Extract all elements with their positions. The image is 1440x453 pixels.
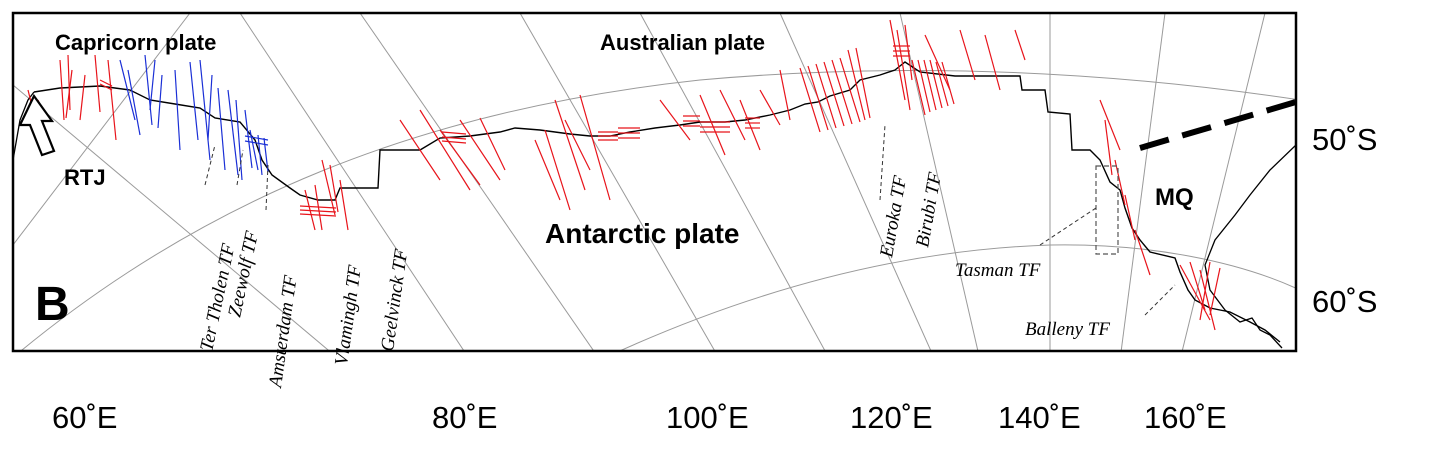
- longitude-label-120e: 120˚E: [850, 400, 933, 435]
- tf-label-euroka: Euroka TF: [876, 174, 911, 260]
- rtj-arrow-icon: [18, 93, 56, 157]
- tf-label-balleny: Balleny TF: [1025, 319, 1110, 340]
- latitude-axis: 50˚S 60˚S: [1312, 122, 1377, 319]
- longitude-label-160e: 160˚E: [1144, 400, 1227, 435]
- rtj-label: RTJ: [64, 165, 106, 190]
- mq-label: MQ: [1155, 184, 1194, 211]
- tf-label-birubi: Birubi TF: [912, 170, 946, 248]
- latitude-label-50s: 50˚S: [1312, 122, 1377, 157]
- meridian-line-c: [239, 13, 465, 351]
- longitude-label-100e: 100˚E: [666, 400, 749, 435]
- antarctic-plate-label: Antarctic plate: [545, 218, 740, 249]
- red-magnetic-segments: [27, 19, 1221, 331]
- meridian-line-h: [899, 13, 979, 351]
- longitude-axis: 60˚E 80˚E 100˚E 120˚E 140˚E 160˚E: [52, 400, 1227, 435]
- meridian-line-d: [359, 13, 595, 351]
- meridian-line-k: [1181, 13, 1266, 351]
- map-frame: [11, 11, 1298, 353]
- latitude-line-50s: [20, 69, 1296, 351]
- latitude-label-60s: 60˚S: [1312, 284, 1377, 319]
- graticule: [13, 13, 1296, 351]
- plate-boundary-dashed: [1139, 99, 1297, 151]
- coastline-west: [13, 91, 35, 161]
- meridian-line-e: [519, 13, 716, 351]
- coastline-east: [1204, 144, 1296, 349]
- blue-magnetic-segments: [119, 54, 269, 181]
- spreading-ridge-axis: [33, 61, 1281, 343]
- meridian-line-j: [1120, 13, 1166, 351]
- meridian-line-a: [13, 84, 331, 351]
- meridian-line-f: [639, 13, 826, 351]
- leader-lines: [204, 124, 1176, 316]
- tf-label-amsterdam: Amsterdam TF: [265, 274, 302, 391]
- longitude-label-80e: 80˚E: [432, 400, 497, 435]
- capricorn-plate-label: Capricorn plate: [55, 30, 216, 55]
- tasman-inset-box: [1095, 165, 1119, 255]
- longitude-label-140e: 140˚E: [998, 400, 1081, 435]
- meridian-line-b: [13, 13, 191, 246]
- meridian-line-g: [779, 13, 932, 351]
- panel-letter: B: [35, 278, 70, 331]
- tf-label-geelvinck: Geelvinck TF: [377, 248, 412, 353]
- latitude-line-60s: [618, 244, 1296, 351]
- longitude-label-60e: 60˚E: [52, 400, 117, 435]
- tf-label-tasman: Tasman TF: [955, 260, 1041, 281]
- australian-plate-label: Australian plate: [600, 30, 765, 55]
